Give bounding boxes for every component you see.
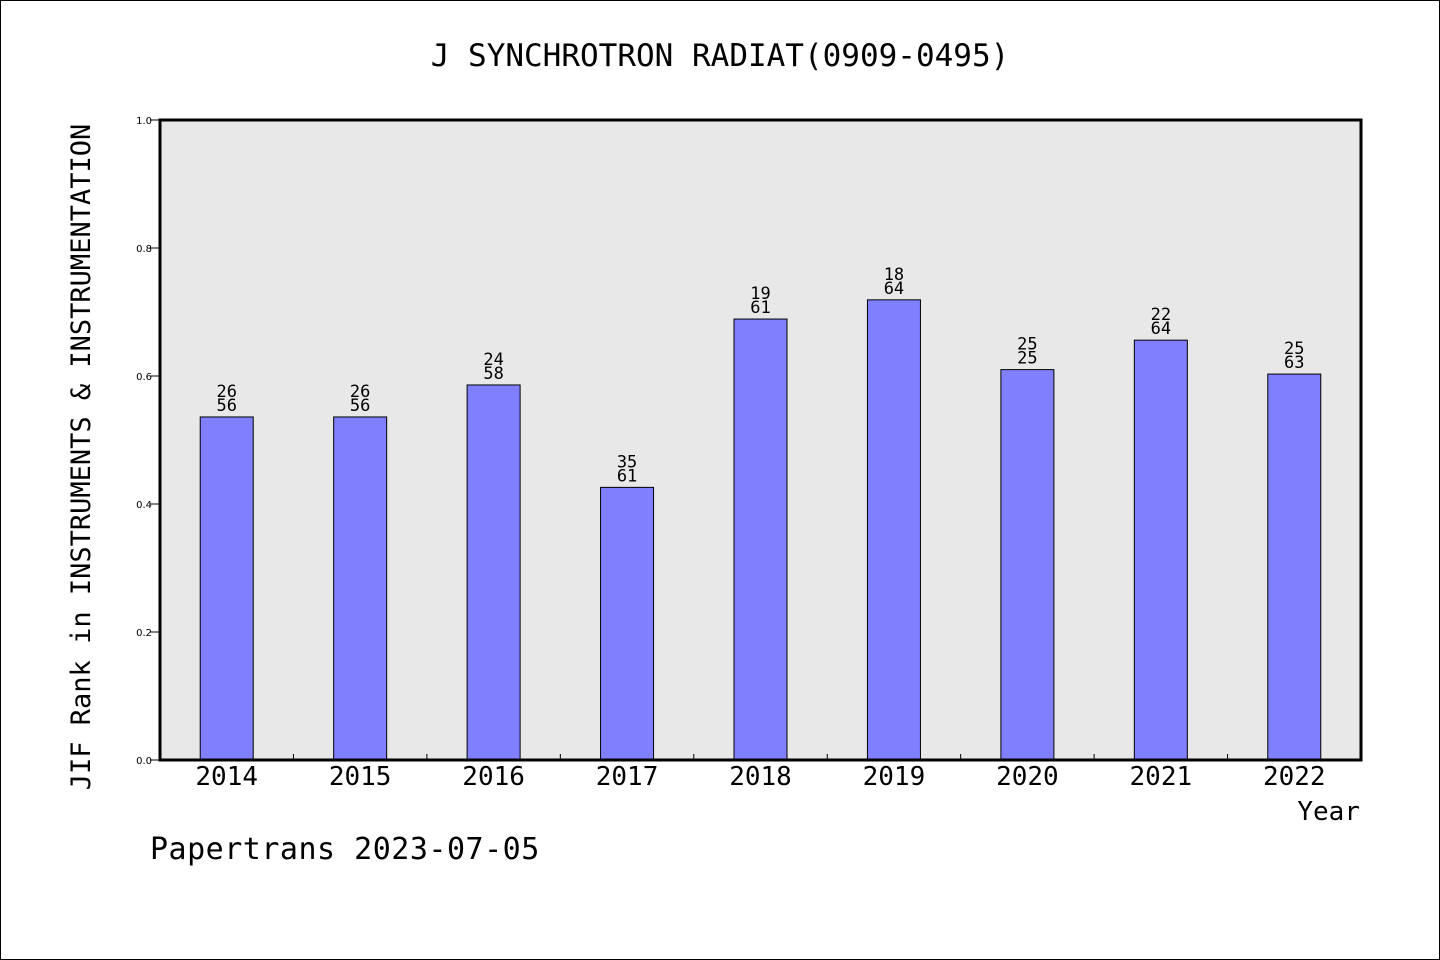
bar-2021: [1133, 339, 1188, 761]
footer-text: Papertrans 2023-07-05: [150, 832, 540, 867]
total-label-2020: 25: [1017, 349, 1037, 369]
x-tick-label-2018: 2018: [729, 762, 792, 792]
total-label-2021: 64: [1151, 319, 1171, 339]
bar-2020: [1000, 369, 1055, 761]
rank-label-2021: 22: [1151, 305, 1171, 325]
y-tick-label: 0.6: [136, 372, 152, 383]
rank-label-2014: 26: [216, 382, 236, 402]
total-label-2017: 61: [617, 466, 637, 486]
plot-border: [158, 118, 1363, 762]
rank-label-2016: 24: [483, 350, 503, 370]
total-label-2019: 64: [884, 279, 904, 299]
total-label-2016: 58: [483, 364, 503, 384]
total-label-2014: 56: [216, 396, 236, 416]
y-tick-label: 0.4: [136, 500, 152, 511]
y-tick-label: 0.2: [136, 628, 152, 639]
chart-title: J SYNCHROTRON RADIAT(0909-0495): [431, 38, 1010, 74]
bar-2017: [600, 486, 655, 761]
rank-label-2018: 19: [750, 284, 770, 304]
rank-label-2015: 26: [350, 382, 370, 402]
axes-group: 2014 2015 2016 2017 2018 2019 2020 2021 2022 0.0 0…: [136, 116, 1325, 792]
rank-label-2020: 25: [1017, 335, 1037, 355]
total-label-2015: 56: [350, 396, 370, 416]
total-label-2022: 63: [1284, 353, 1304, 373]
x-tick-label-2019: 2019: [863, 762, 926, 792]
rank-label-2022: 25: [1284, 339, 1304, 359]
x-tick-label-2015: 2015: [329, 762, 392, 792]
bar-2015: [333, 416, 388, 761]
bar-2018: [733, 318, 788, 761]
x-tick-label-2016: 2016: [462, 762, 525, 792]
bar-2019: [866, 299, 921, 761]
rank-label-2017: 35: [617, 452, 637, 472]
x-tick-label-2021: 2021: [1130, 762, 1193, 792]
rank-label-2019: 18: [884, 265, 904, 285]
x-tick-label-2017: 2017: [596, 762, 659, 792]
x-tick-label-2020: 2020: [996, 762, 1059, 792]
bar-2016: [466, 384, 521, 761]
y-tick-label: 1.0: [136, 116, 152, 127]
y-axis-label: JIF Rank in INSTRUMENTS & INSTRUMENTATIO…: [66, 124, 97, 790]
bars-group: [199, 299, 1322, 761]
y-tick-label: 0.0: [136, 756, 152, 767]
x-tick-label-2014: 2014: [195, 762, 258, 792]
y-tick-label: 0.8: [136, 244, 152, 255]
bar-2022: [1267, 373, 1322, 761]
total-label-2018: 61: [750, 298, 770, 318]
x-tick-label-2022: 2022: [1263, 762, 1326, 792]
x-axis-label: Year: [1297, 797, 1360, 827]
bar-2014: [199, 416, 254, 761]
